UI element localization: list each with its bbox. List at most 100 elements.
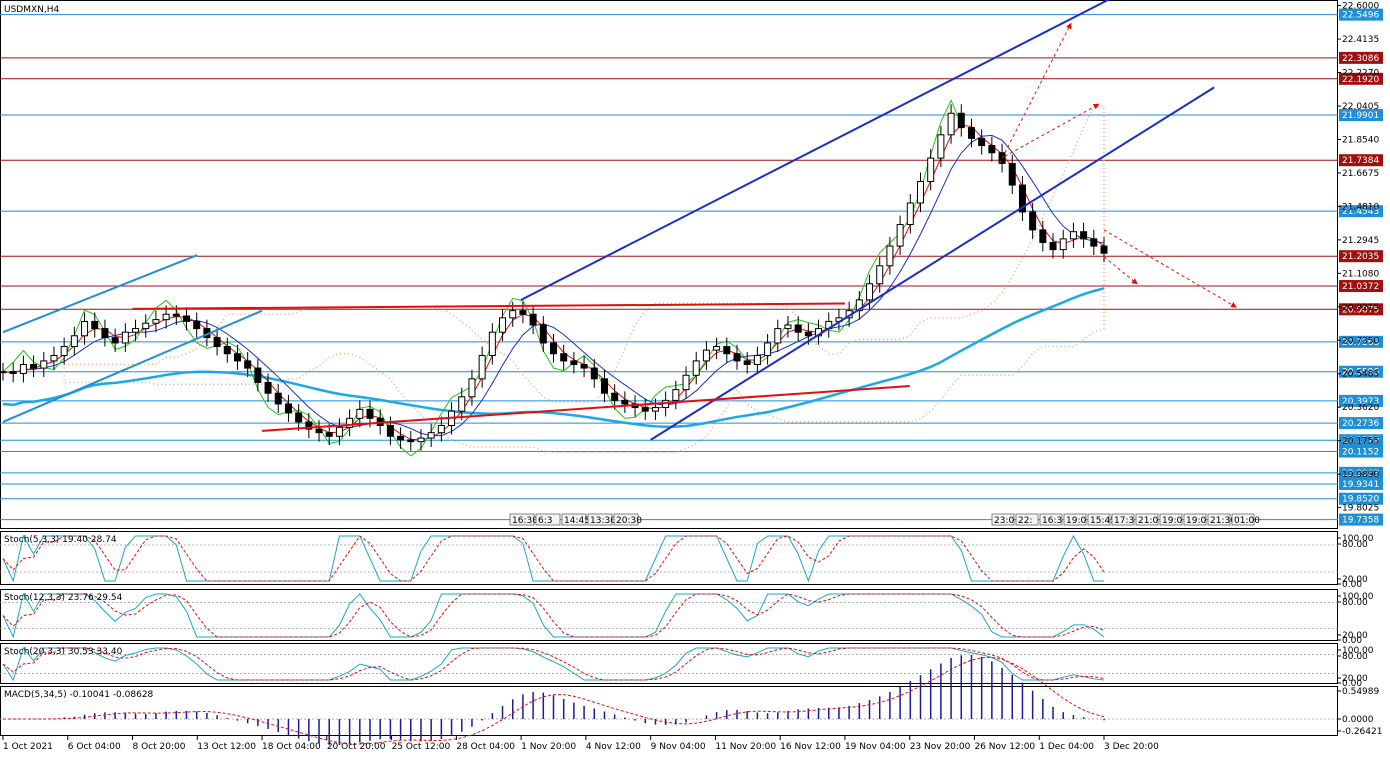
candle-body: [590, 367, 598, 380]
price-tick-label: 21.2945: [1342, 236, 1379, 246]
price-tick-label: 19.8025: [1342, 504, 1379, 514]
candle-body: [254, 367, 262, 383]
price-tag: [1339, 51, 1383, 64]
price-tag: [1339, 394, 1383, 407]
price-tag-label: 20.1779: [1342, 436, 1379, 446]
session-a-box: [561, 513, 587, 526]
indicator-level-label: 20.00: [1342, 674, 1368, 684]
time-tick-label: 13 Oct 12:00: [197, 742, 256, 752]
candle-body: [40, 360, 48, 369]
candle-body: [988, 145, 996, 154]
time-tick-label: 1 Nov 20:00: [521, 742, 576, 752]
indicator-level-label: 0.00: [1342, 636, 1362, 646]
candle-body: [132, 328, 140, 333]
lagging-line: [2, 99, 962, 457]
time-tick-label: 4 Nov 12:00: [586, 742, 641, 752]
candle-body: [917, 180, 924, 204]
candle-body: [91, 320, 99, 330]
session-b-box: [1159, 513, 1183, 526]
price-tag: [1339, 250, 1383, 263]
price-tag: [1339, 477, 1383, 490]
ma-long-line: [2, 287, 1105, 429]
stoch-signal-line: [2, 647, 1105, 681]
candle-body: [692, 360, 700, 376]
candle-body: [233, 353, 241, 362]
candle-body: [1090, 238, 1098, 247]
candle-body: [967, 127, 975, 139]
candle-body: [906, 202, 914, 226]
price-tag-label: 20.1152: [1342, 447, 1379, 457]
forecast-arrow: [998, 22, 1072, 164]
candle-body: [753, 355, 761, 365]
trend-line-upper-channel: [520, 0, 1111, 301]
session-a-box: [613, 513, 639, 526]
price-tag: [1339, 154, 1383, 167]
price-tag: [1339, 205, 1383, 218]
price-tick-label: 21.1080: [1342, 269, 1379, 279]
candle-body: [223, 346, 231, 355]
price-tag-label: 19.8520: [1342, 495, 1379, 505]
price-tick-label: 20.5485: [1342, 370, 1379, 380]
candle-body: [142, 322, 150, 330]
candle-body: [81, 320, 89, 337]
candle-body: [172, 313, 180, 317]
candle-body: [550, 342, 557, 355]
price-tick-label: 21.6675: [1342, 169, 1379, 179]
session-b-box: [1183, 513, 1207, 526]
price-tag: [1339, 417, 1383, 430]
session-a-label: 20:30: [616, 516, 642, 526]
price-tag-label: 20.2736: [1342, 419, 1379, 429]
candle-body: [50, 355, 58, 362]
candle-body: [417, 437, 425, 443]
candle-body: [407, 439, 415, 443]
price-tick-label: 20.1755: [1342, 437, 1379, 447]
stoch1-panel: [0, 531, 1338, 585]
forecast-arrow: [1103, 229, 1237, 308]
price-tag-label: 21.2035: [1342, 252, 1379, 262]
candle-body: [1039, 229, 1047, 243]
candle-body: [743, 360, 751, 365]
candle-body: [19, 363, 27, 374]
candle-body: [458, 396, 466, 412]
indicator-level-label: 80.00: [1342, 598, 1368, 608]
stoch-main-line: [2, 592, 1105, 639]
candle-body: [774, 328, 782, 344]
trend-line-resistance: [132, 302, 845, 310]
candle-body: [621, 399, 629, 405]
session-a-box: [509, 513, 535, 526]
price-tag-label: 21.9901: [1342, 111, 1379, 121]
candle-body: [937, 134, 945, 159]
price-tag-label: 19.9963: [1342, 469, 1379, 479]
indicator-level-label: 100.00: [1342, 592, 1374, 602]
candle-body: [346, 417, 354, 428]
candle-body: [386, 425, 394, 437]
price-tag-label: 20.3973: [1342, 397, 1379, 407]
candle-body: [998, 152, 1006, 165]
candle-body: [1069, 231, 1077, 240]
indicator-level-label: 80.00: [1342, 652, 1368, 662]
candle-body: [101, 328, 109, 339]
forecast-arrow: [1004, 103, 1100, 157]
time-tick-label: 9 Nov 04:00: [651, 742, 706, 752]
time-tick-label: 6 Oct 04:00: [68, 742, 121, 752]
price-tick-label: 20.7350: [1342, 336, 1379, 346]
candle-body: [335, 426, 343, 437]
candle-body: [488, 331, 496, 357]
candle-body: [876, 265, 884, 285]
candle-body: [794, 324, 802, 333]
stoch-title: Stoch(5,3,3) 19.40 28.74: [4, 535, 117, 545]
indicator-level-label: 80.00: [1342, 540, 1368, 550]
candle-body: [1018, 184, 1026, 213]
session-b-label: 19:0: [1066, 516, 1086, 526]
time-tick-label: 20 Oct 20:00: [327, 742, 386, 752]
candle-body: [560, 353, 568, 362]
candle-body: [641, 407, 649, 412]
session-b-label: 15:45: [1090, 516, 1116, 526]
candle-body: [183, 315, 190, 322]
candle-body: [9, 371, 17, 374]
price-tag-label: 21.4543: [1342, 207, 1379, 217]
price-tag-label: 19.7358: [1342, 516, 1379, 526]
macd-panel: [0, 686, 1338, 736]
